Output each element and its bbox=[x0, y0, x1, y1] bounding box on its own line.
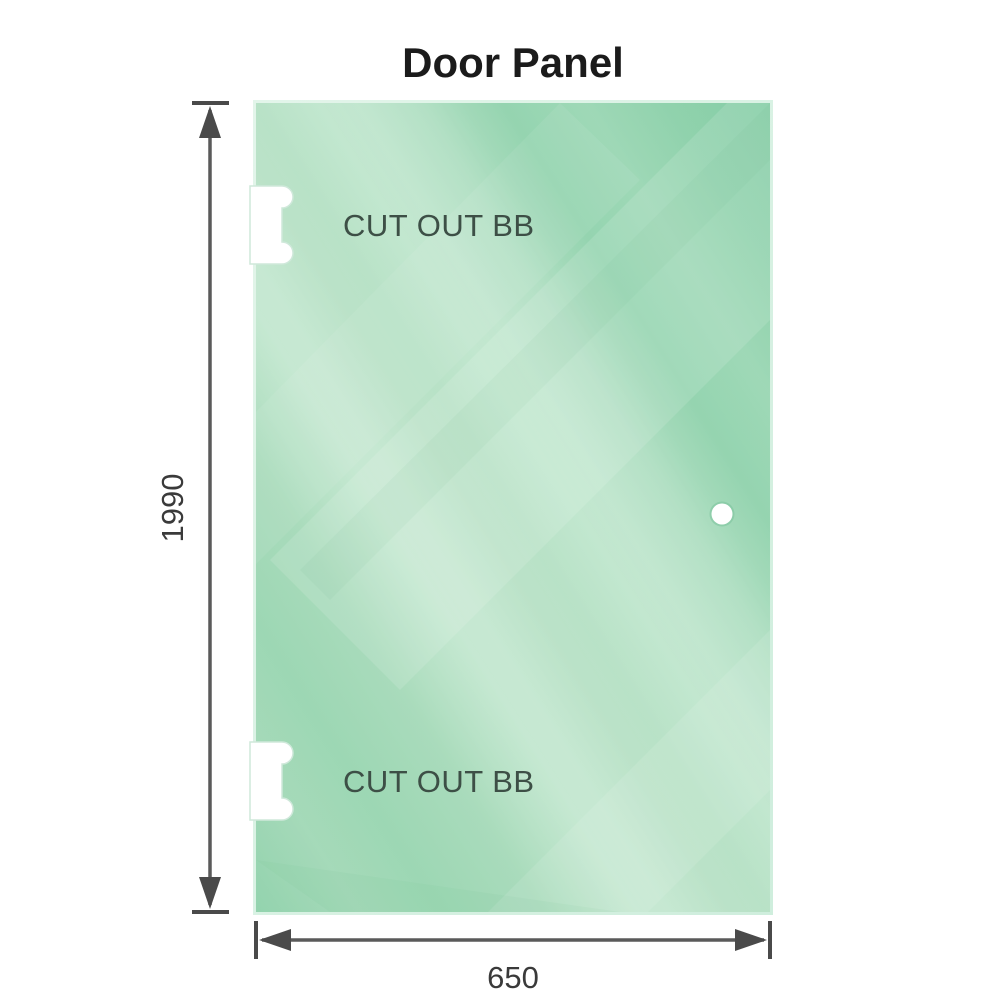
shadow-band-1 bbox=[300, 103, 770, 600]
vertical-dimension-label: 1990 bbox=[155, 474, 190, 543]
hdim-arrowhead-left bbox=[259, 929, 291, 951]
hdim-arrowhead-right bbox=[735, 929, 767, 951]
cutout-bottom-label: CUT OUT BB bbox=[343, 764, 535, 799]
hinge-cutout-bottom-shape[interactable] bbox=[249, 741, 294, 821]
reflection-band-1 bbox=[270, 103, 770, 690]
vdim-arrowhead-top bbox=[199, 106, 221, 138]
glass-reflection-bands bbox=[256, 103, 770, 912]
glass-panel-group bbox=[253, 100, 773, 915]
glass-sheen-overlay bbox=[256, 103, 770, 912]
shadow-band-2 bbox=[256, 860, 740, 912]
cutout-top-group: CUT OUT BB bbox=[249, 185, 535, 265]
cutout-top-label: CUT OUT BB bbox=[343, 208, 535, 243]
vertical-dimension-group: 1990 bbox=[155, 101, 229, 914]
reflection-band-3 bbox=[488, 630, 770, 912]
handle-hole-group bbox=[709, 501, 735, 527]
horizontal-dimension-group: 650 bbox=[254, 921, 772, 995]
horizontal-dimension-label: 650 bbox=[487, 960, 539, 995]
vdim-arrowhead-bottom bbox=[199, 877, 221, 909]
reflection-band-2 bbox=[256, 103, 640, 564]
hinge-cutout-top-shape[interactable] bbox=[249, 185, 294, 265]
cutout-bottom-group: CUT OUT BB bbox=[249, 741, 535, 821]
page-title: Door Panel bbox=[402, 39, 624, 86]
handle-hole[interactable] bbox=[711, 503, 733, 525]
